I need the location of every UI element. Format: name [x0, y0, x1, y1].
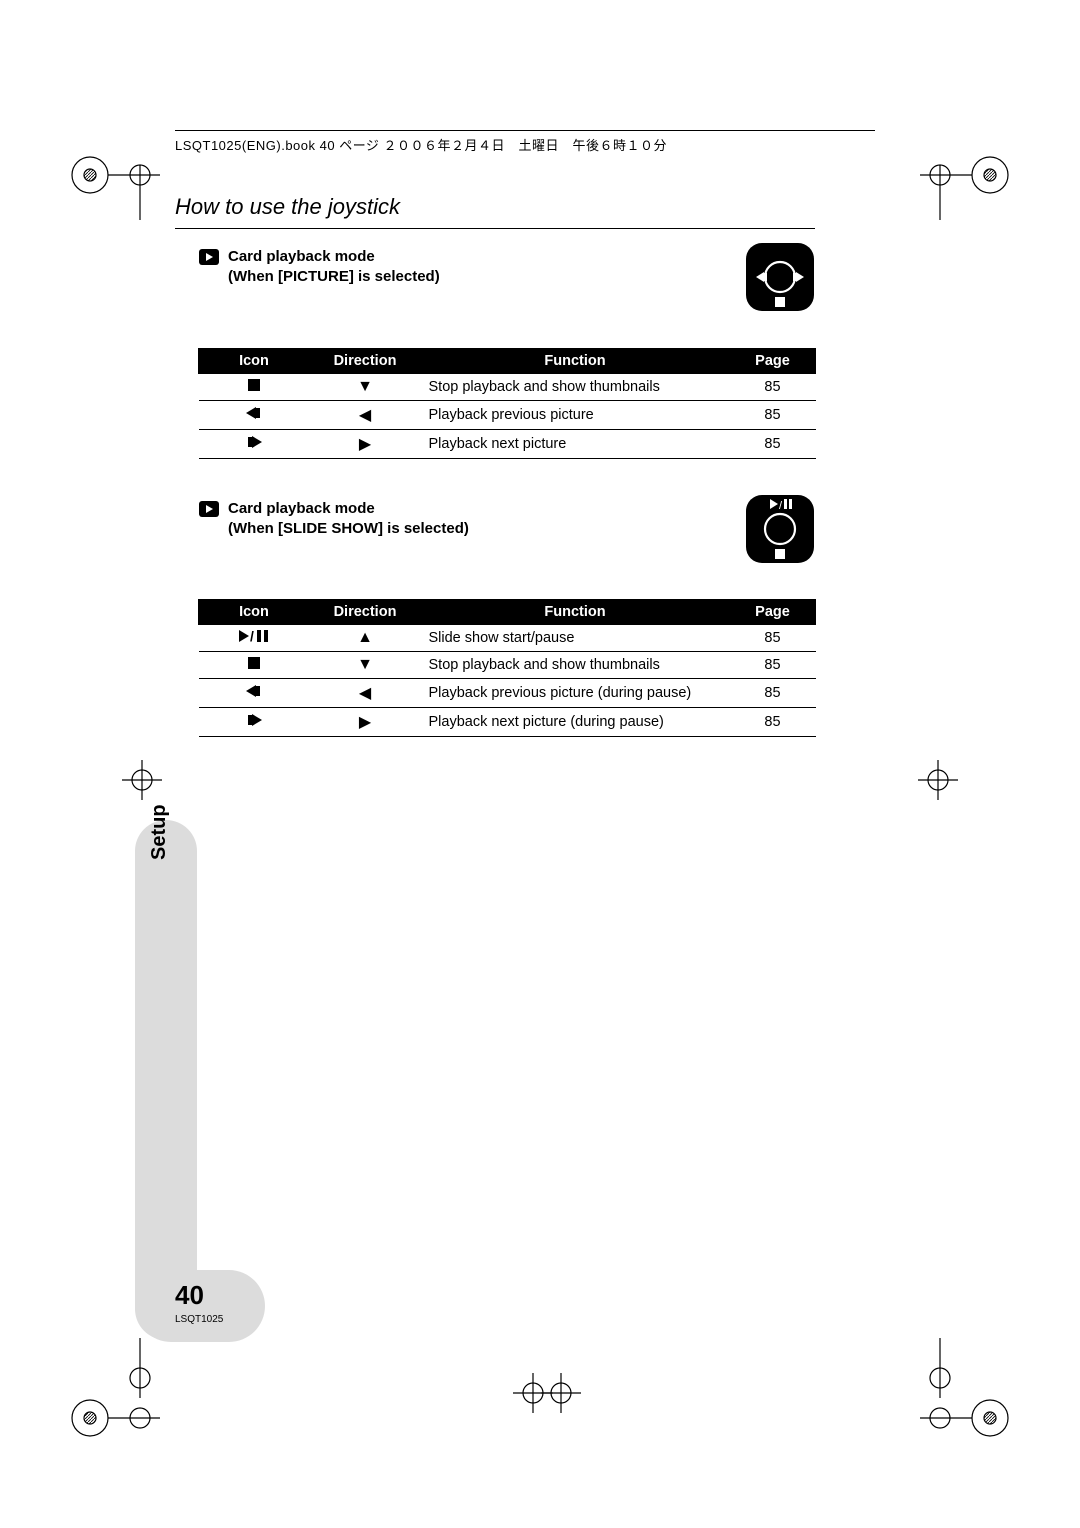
joystick-diagram-slideshow: /: [744, 493, 816, 570]
cell-page: 85: [730, 625, 816, 652]
section-title: How to use the joystick: [175, 194, 980, 220]
cell-page: 85: [730, 652, 816, 679]
document-code: LSQT1025: [175, 1314, 223, 1325]
cell-icon: [199, 400, 310, 429]
mode-heading-line2: (When [PICTURE] is selected): [228, 268, 440, 285]
cell-function: Playback previous picture: [421, 400, 730, 429]
th-function: Function: [421, 348, 730, 373]
table-row: ▶Playback next picture85: [199, 429, 816, 458]
chapter-tab-label: Setup: [148, 804, 171, 860]
cell-function: Playback previous picture (during pause): [421, 679, 730, 708]
cell-page: 85: [730, 708, 816, 737]
th-page: Page: [730, 348, 816, 373]
cell-page: 85: [730, 400, 816, 429]
mode-block-slideshow: Card playback mode (When [SLIDE SHOW] is…: [198, 499, 816, 738]
th-function: Function: [421, 600, 730, 625]
cell-function: Playback next picture (during pause): [421, 708, 730, 737]
cell-page: 85: [730, 429, 816, 458]
th-direction: Direction: [310, 600, 421, 625]
th-icon: Icon: [199, 348, 310, 373]
cell-direction: ▼: [310, 373, 421, 400]
cell-direction: ◀: [310, 679, 421, 708]
book-print-header: LSQT1025(ENG).book 40 ページ ２００６年２月４日 土曜日 …: [175, 131, 980, 194]
table-row: ▶Playback next picture (during pause)85: [199, 708, 816, 737]
table-header-row: Icon Direction Function Page: [199, 600, 816, 625]
mode-heading-line1: Card playback mode: [228, 248, 375, 265]
title-rule: [175, 228, 815, 229]
playback-mode-icon: [198, 500, 220, 518]
table-row: ◀Playback previous picture (during pause…: [199, 679, 816, 708]
table-row: ▼Stop playback and show thumbnails85: [199, 373, 816, 400]
cell-page: 85: [730, 373, 816, 400]
manual-page: LSQT1025(ENG).book 40 ページ ２００６年２月４日 土曜日 …: [100, 130, 980, 1390]
cell-direction: ▶: [310, 429, 421, 458]
cell-function: Slide show start/pause: [421, 625, 730, 652]
table-row: / ▲Slide show start/pause85: [199, 625, 816, 652]
th-page: Page: [730, 600, 816, 625]
table-row: ▼Stop playback and show thumbnails85: [199, 652, 816, 679]
mode-heading-line1: Card playback mode: [228, 500, 375, 517]
table-header-row: Icon Direction Function Page: [199, 348, 816, 373]
page-number: 40: [175, 1280, 204, 1311]
svg-text:/: /: [250, 629, 254, 643]
cell-function: Stop playback and show thumbnails: [421, 652, 730, 679]
cell-function: Playback next picture: [421, 429, 730, 458]
cell-icon: /: [199, 625, 310, 652]
joystick-diagram-picture: [744, 241, 816, 318]
cell-icon: [199, 429, 310, 458]
cell-page: 85: [730, 679, 816, 708]
mode-heading-slideshow: Card playback mode (When [SLIDE SHOW] is…: [198, 499, 816, 540]
mode-heading-line2: (When [SLIDE SHOW] is selected): [228, 520, 469, 537]
mode-heading-picture: Card playback mode (When [PICTURE] is se…: [198, 247, 816, 288]
cell-direction: ▶: [310, 708, 421, 737]
cell-function: Stop playback and show thumbnails: [421, 373, 730, 400]
th-icon: Icon: [199, 600, 310, 625]
playback-mode-icon: [198, 248, 220, 266]
cell-direction: ▲: [310, 625, 421, 652]
chapter-tab-bg: [135, 820, 197, 1340]
cell-icon: [199, 708, 310, 737]
function-table-picture: Icon Direction Function Page ▼Stop playb…: [198, 348, 816, 459]
mode-block-picture: Card playback mode (When [PICTURE] is se…: [198, 247, 816, 459]
cell-direction: ▼: [310, 652, 421, 679]
cell-icon: [199, 679, 310, 708]
cell-direction: ◀: [310, 400, 421, 429]
table-row: ◀Playback previous picture85: [199, 400, 816, 429]
cell-icon: [199, 373, 310, 400]
cell-icon: [199, 652, 310, 679]
th-direction: Direction: [310, 348, 421, 373]
function-table-slideshow: Icon Direction Function Page / ▲Slide sho…: [198, 599, 816, 737]
